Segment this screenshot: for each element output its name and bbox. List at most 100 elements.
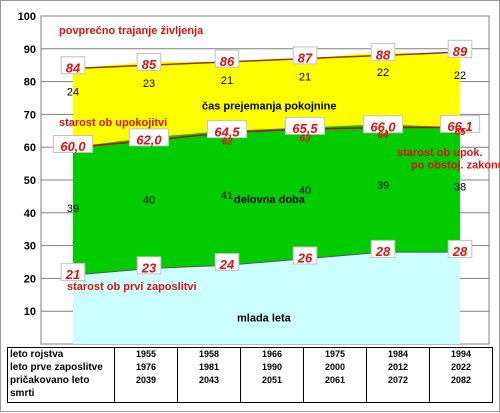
pension-years-label: 24 bbox=[67, 86, 79, 98]
retire-value-label: 66,1 bbox=[447, 119, 472, 134]
retire-value-label-box bbox=[362, 115, 404, 134]
law-value-label: 63 bbox=[299, 133, 311, 144]
death-year: 2043 bbox=[198, 375, 220, 385]
life-value-label: 84 bbox=[66, 60, 81, 75]
life-value-label: 88 bbox=[376, 47, 391, 62]
first-job-year: 1976 bbox=[135, 362, 157, 372]
death-year: 2061 bbox=[324, 375, 346, 385]
life-value-label-box bbox=[292, 46, 318, 65]
firstjob-value-label: 23 bbox=[141, 260, 157, 275]
row-label-death: pričakovano leto smrti bbox=[10, 375, 90, 399]
row-label-first-job: leto prve zaposlitve bbox=[10, 362, 103, 373]
birth-year: 1994 bbox=[450, 349, 472, 359]
first-job-year: 2000 bbox=[324, 362, 346, 372]
firstjob-value-label-box bbox=[214, 253, 240, 272]
table-column: 1975 2000 2061 bbox=[303, 347, 367, 403]
firstjob-annotation: starost ob prvi zaposlitvi bbox=[67, 281, 197, 293]
y-tick-label: 10 bbox=[24, 306, 36, 318]
retire-annotation: starost ob upokojitvi bbox=[59, 117, 167, 129]
firstjob-value-label-box bbox=[370, 239, 396, 258]
first-job-year: 1990 bbox=[261, 362, 283, 372]
retire-value-label-box bbox=[284, 116, 326, 135]
table-column: 1984 2012 2072 bbox=[366, 347, 430, 403]
y-tick-label: 80 bbox=[24, 77, 36, 89]
firstjob-value-label-box bbox=[447, 239, 473, 258]
work-years-label: 39 bbox=[377, 180, 389, 192]
firstjob-value-label-box bbox=[60, 262, 86, 281]
first-job-year: 1981 bbox=[198, 362, 220, 372]
retire-value-label-box bbox=[206, 120, 248, 139]
life-value-label: 85 bbox=[142, 57, 157, 72]
birth-year: 1958 bbox=[198, 349, 220, 359]
y-tick-label: 50 bbox=[24, 175, 36, 187]
young-annotation: mlada leta bbox=[237, 313, 292, 325]
work-years-label: 40 bbox=[143, 195, 155, 207]
y-tick-label: 100 bbox=[18, 11, 36, 23]
law-annotation-line1: starost ob upok. bbox=[397, 147, 483, 159]
life-value-label-box bbox=[136, 52, 162, 71]
row-label-birth: leto rojstva bbox=[10, 349, 64, 360]
retire-value-label-box bbox=[439, 114, 481, 133]
pension-years-label: 23 bbox=[143, 78, 155, 90]
firstjob-value-label: 28 bbox=[375, 244, 391, 259]
firstjob-value-label: 21 bbox=[65, 267, 80, 282]
pension-years-label: 22 bbox=[377, 67, 389, 79]
y-tick-label: 90 bbox=[24, 44, 36, 56]
table-column: 1994 2022 2082 bbox=[429, 347, 493, 403]
work-years-label: 39 bbox=[67, 203, 79, 215]
death-year: 2082 bbox=[450, 375, 472, 385]
birth-year: 1984 bbox=[387, 349, 409, 359]
pension-years-label: 21 bbox=[221, 75, 233, 87]
law-value-label: 64 bbox=[377, 130, 389, 141]
death-year: 2051 bbox=[261, 375, 283, 385]
life-annotation: povprečno trajanje življenja bbox=[59, 25, 204, 37]
firstjob-line bbox=[72, 251, 460, 276]
life-value-label: 89 bbox=[453, 44, 468, 59]
birth-year: 1966 bbox=[261, 349, 283, 359]
work-years-label: 41 bbox=[221, 190, 233, 202]
firstjob-value-label: 28 bbox=[452, 244, 468, 259]
death-year: 2072 bbox=[387, 375, 409, 385]
birth-year: 1955 bbox=[135, 349, 157, 359]
firstjob-value-label-box bbox=[136, 256, 162, 275]
retire-value-label-box bbox=[128, 128, 170, 147]
birth-year: 1975 bbox=[324, 349, 346, 359]
pension-years-label: 22 bbox=[454, 70, 466, 82]
y-tick-label: 20 bbox=[24, 273, 36, 285]
law-value-label: 65 bbox=[454, 127, 466, 138]
life-value-label-box bbox=[447, 39, 473, 58]
firstjob-value-label-box bbox=[292, 246, 318, 265]
y-tick-label: 40 bbox=[24, 208, 36, 220]
y-tick-label: 30 bbox=[24, 241, 36, 253]
area-young bbox=[73, 252, 460, 344]
pension-annotation: čas prejemanja pokojnine bbox=[202, 100, 337, 112]
life-line bbox=[72, 51, 461, 70]
retire-value-label: 60,0 bbox=[60, 139, 86, 154]
work-years-label: 40 bbox=[299, 185, 311, 197]
year-table: leto rojstva leto prve zaposlitve pričak… bbox=[7, 347, 493, 403]
y-tick-label: 70 bbox=[24, 109, 36, 121]
firstjob-value-label: 26 bbox=[297, 251, 313, 266]
table-column: 1955 1976 2039 bbox=[114, 347, 178, 403]
retire-value-label: 64,5 bbox=[214, 124, 240, 139]
retire-value-label: 66,0 bbox=[370, 119, 396, 134]
table-column: 1966 1990 2051 bbox=[240, 347, 304, 403]
firstjob-value-label: 24 bbox=[219, 257, 235, 272]
life-value-label: 86 bbox=[220, 54, 235, 69]
life-value-label-box bbox=[370, 43, 396, 62]
law-annotation-line2: po obstoj. zakonu bbox=[411, 160, 500, 172]
pension-years-label: 21 bbox=[299, 72, 311, 84]
first-job-year: 2022 bbox=[450, 362, 472, 372]
law-value-label: 62 bbox=[221, 137, 233, 148]
work-years-label: 38 bbox=[454, 182, 466, 194]
retire-value-label-box bbox=[52, 134, 94, 153]
first-job-year: 2012 bbox=[387, 362, 409, 372]
life-value-label-box bbox=[214, 49, 240, 68]
work-annotation: delovna doba bbox=[234, 194, 306, 206]
retire-value-label: 62,0 bbox=[136, 133, 162, 148]
death-year: 2039 bbox=[135, 375, 157, 385]
table-column: 1958 1981 2043 bbox=[177, 347, 241, 403]
row-labels-cell: leto rojstva leto prve zaposlitve pričak… bbox=[7, 347, 115, 403]
